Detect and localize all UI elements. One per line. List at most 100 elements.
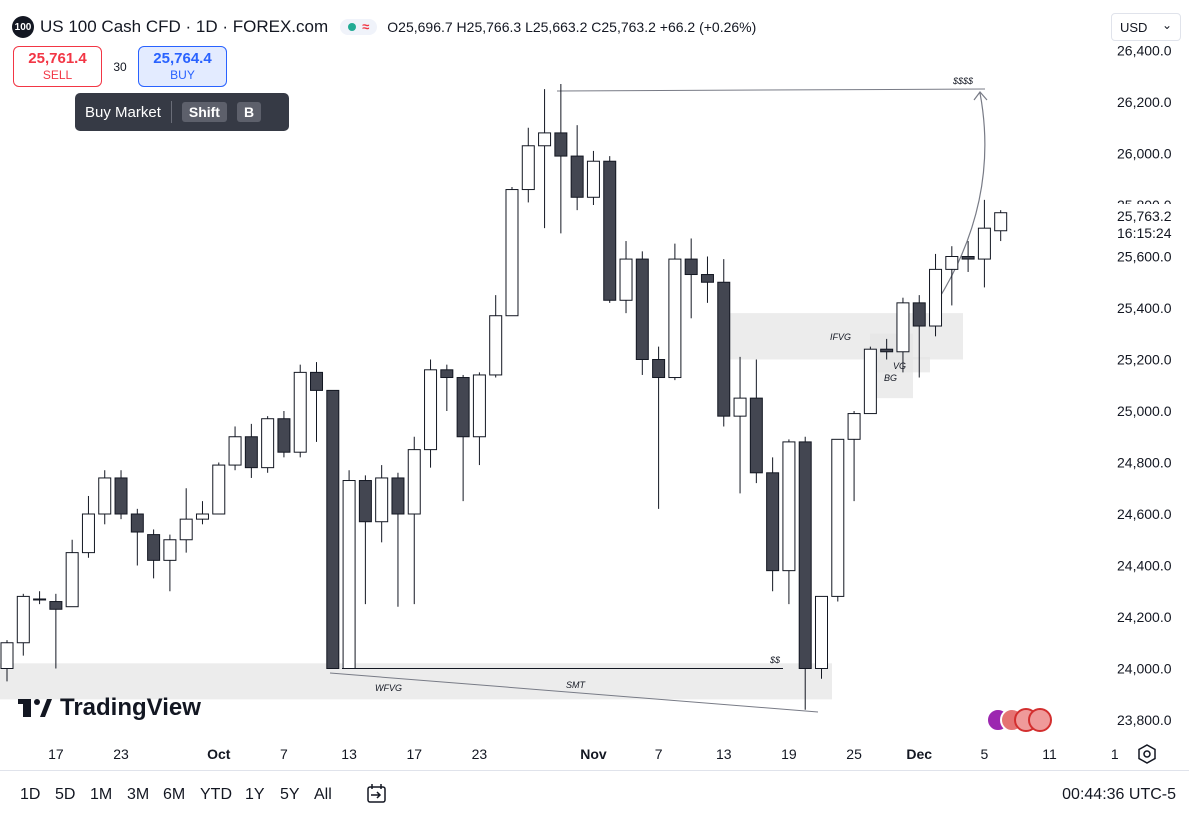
last-price-box xyxy=(1112,204,1189,244)
sell-price: 25,761.4 xyxy=(28,49,87,67)
x-tick-label: 25 xyxy=(846,746,862,762)
y-tick-label: 26,400.0 xyxy=(1117,43,1172,59)
axis-settings-icon[interactable] xyxy=(1136,743,1158,765)
candle-body xyxy=(277,418,291,453)
event-flags-icon[interactable] xyxy=(985,707,1059,733)
x-tick-label: Oct xyxy=(207,746,231,762)
candle-body xyxy=(310,371,324,391)
x-tick-label: 19 xyxy=(781,746,797,762)
candle-body xyxy=(798,441,812,669)
candle-body xyxy=(391,477,405,515)
candle-body xyxy=(147,534,161,561)
buy-price: 25,764.4 xyxy=(153,49,212,67)
y-tick-label: 24,200.0 xyxy=(1117,609,1172,625)
range-1m[interactable]: 1M xyxy=(90,786,113,803)
candle-body xyxy=(212,464,226,515)
data-delay-icon: ≈ xyxy=(362,19,370,34)
x-tick-label: 17 xyxy=(406,746,422,762)
y-tick-label: 24,400.0 xyxy=(1117,558,1172,574)
candle-body xyxy=(16,595,30,644)
range-3m[interactable]: 3M xyxy=(127,786,150,803)
candle-body xyxy=(570,155,584,198)
candle-body xyxy=(521,145,535,191)
candle-body xyxy=(375,477,389,523)
candle-body xyxy=(261,418,275,469)
candle-body xyxy=(863,348,877,415)
candle-body xyxy=(0,642,14,669)
y-tick-label: 25,200.0 xyxy=(1117,352,1172,368)
range-1d[interactable]: 1D xyxy=(20,786,41,803)
candle-body xyxy=(847,413,861,440)
candle-body xyxy=(179,518,193,541)
candle-body xyxy=(489,315,503,376)
zone-wfvg xyxy=(0,663,832,700)
buy-market-tooltip: Buy Market Shift B xyxy=(75,93,289,131)
candle-body xyxy=(538,132,552,147)
label-bg: BG xyxy=(884,373,897,383)
liquidity-line-top xyxy=(556,88,986,92)
tradingview-mark-icon xyxy=(18,699,52,717)
candle-body xyxy=(994,212,1008,232)
y-tick-label: 23,800.0 xyxy=(1117,712,1172,728)
x-tick-label: 23 xyxy=(113,746,129,762)
x-tick-label: 17 xyxy=(48,746,64,762)
x-tick-label: 13 xyxy=(341,746,357,762)
candle-body xyxy=(603,160,617,301)
x-tick-label: Dec xyxy=(906,746,932,762)
candle-body xyxy=(749,397,763,474)
candle-body xyxy=(700,274,714,283)
y-tick-label: 24,800.0 xyxy=(1117,455,1172,471)
candle-body xyxy=(65,552,79,608)
label-ifvg: IFVG xyxy=(830,332,851,342)
range-1y[interactable]: 1Y xyxy=(245,786,265,803)
candle-body xyxy=(815,595,828,670)
utc-clock[interactable]: 00:44:36 UTC-5 xyxy=(1062,786,1176,803)
candle-body xyxy=(912,302,926,327)
tooltip-divider xyxy=(170,101,172,123)
x-tick-label: 7 xyxy=(655,746,663,762)
shortcut-key-b: B xyxy=(236,102,262,122)
market-status[interactable]: ≈ xyxy=(340,19,378,35)
candle-body xyxy=(554,132,568,157)
candle-body xyxy=(163,539,177,561)
range-ytd[interactable]: YTD xyxy=(200,786,232,803)
range-5y[interactable]: 5Y xyxy=(280,786,300,803)
symbol-title[interactable]: US 100 Cash CFD · 1D · FOREX.com xyxy=(40,17,329,36)
x-tick-label: Nov xyxy=(580,746,607,762)
currency-select[interactable]: USD ⌄ xyxy=(1111,13,1181,41)
candle-body xyxy=(407,449,421,515)
candle-body xyxy=(293,371,307,453)
range-5d[interactable]: 5D xyxy=(55,786,76,803)
open-label: O xyxy=(387,19,399,35)
tradingview-logo[interactable]: TradingView xyxy=(18,694,201,722)
candlestick-chart[interactable]: $$$$$$SMTIFVGVGBGWFVG23,800.024,000.024,… xyxy=(0,0,1189,770)
low-value: 25,663.2 xyxy=(532,19,588,35)
sell-button[interactable]: 25,761.4 SELL xyxy=(13,46,102,87)
buy-button[interactable]: 25,764.4 BUY xyxy=(138,46,227,87)
candle-body xyxy=(81,513,95,554)
candle-body xyxy=(49,601,63,610)
range-all[interactable]: All xyxy=(314,786,332,803)
countdown-label: 16:15:24 xyxy=(1117,225,1172,241)
candle-body xyxy=(766,472,780,572)
high-label: H xyxy=(456,19,467,35)
candle-body xyxy=(733,397,747,417)
symbol-logo[interactable]: 100 xyxy=(12,16,34,38)
change-value: +66.2 (+0.26%) xyxy=(659,19,757,35)
y-tick-label: 24,000.0 xyxy=(1117,661,1172,677)
arrow-head-icon xyxy=(973,91,988,101)
y-tick-label: 26,200.0 xyxy=(1117,94,1172,110)
label-smt: SMT xyxy=(566,680,587,690)
candle-body xyxy=(880,348,894,353)
candle-body xyxy=(586,160,600,198)
candle-body xyxy=(619,258,633,301)
date-range-icon[interactable] xyxy=(365,782,389,806)
smt-line xyxy=(329,672,819,713)
chart-header: 100 US 100 Cash CFD · 1D · FOREX.com ≈ O… xyxy=(12,15,756,39)
x-tick-label: 23 xyxy=(472,746,488,762)
low-label: L xyxy=(525,19,533,35)
ohlc-values: O25,696.7 H25,766.3 L25,663.2 C25,763.2 … xyxy=(387,19,756,35)
range-6m[interactable]: 6M xyxy=(163,786,186,803)
y-tick-label: 25,600.0 xyxy=(1117,249,1172,265)
candle-body xyxy=(33,598,47,601)
